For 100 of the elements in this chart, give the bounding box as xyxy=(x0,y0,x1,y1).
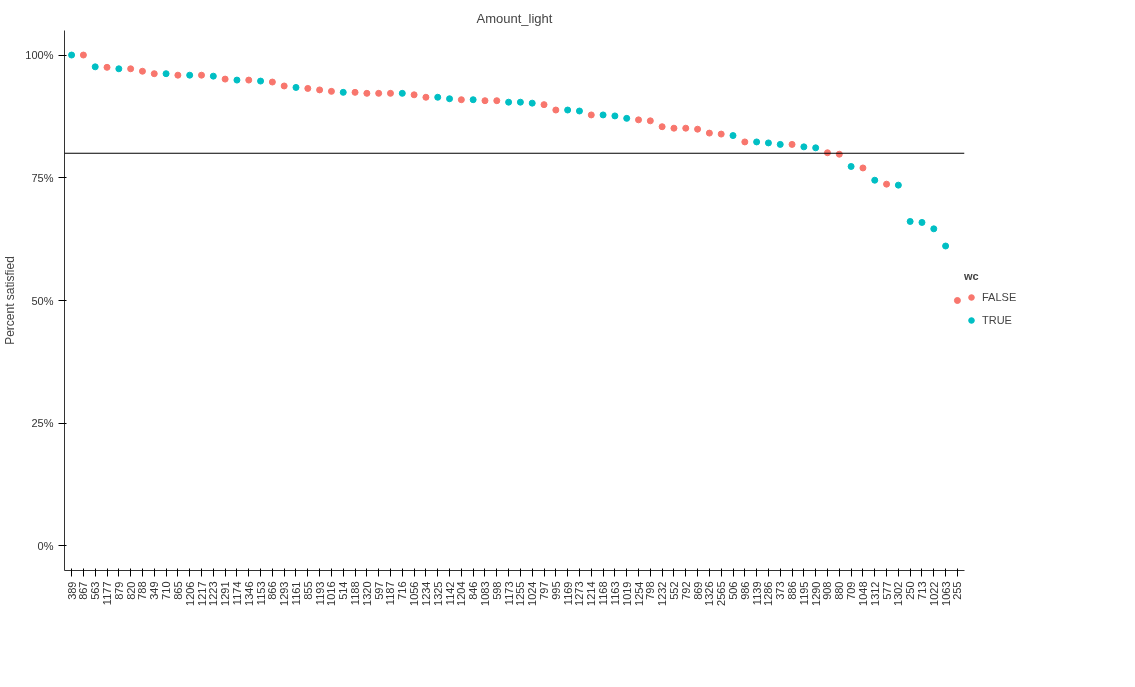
point xyxy=(327,87,335,95)
point xyxy=(859,164,867,172)
point xyxy=(469,96,477,104)
point xyxy=(847,162,855,170)
point xyxy=(670,124,678,132)
point xyxy=(198,71,206,79)
x-tick-label: 1206 xyxy=(183,581,196,606)
point xyxy=(280,82,288,90)
point xyxy=(776,140,784,148)
point xyxy=(386,89,394,97)
x-tick-label: 865 xyxy=(171,581,184,600)
x-tick-label: 820 xyxy=(124,581,137,600)
x-tick-label: 1048 xyxy=(856,581,869,606)
point xyxy=(257,77,265,85)
x-tick-label: 995 xyxy=(549,581,562,600)
x-tick-label: 1056 xyxy=(408,581,421,606)
x-tick-label: 1254 xyxy=(632,581,645,606)
y-tick-label: 75% xyxy=(31,171,54,184)
point xyxy=(221,75,229,83)
point xyxy=(186,71,194,79)
point xyxy=(682,124,690,132)
x-tick-label: 577 xyxy=(880,581,893,600)
point xyxy=(434,93,442,101)
point xyxy=(953,297,961,304)
point xyxy=(127,65,135,73)
x-tick-label: 1016 xyxy=(325,581,338,606)
point xyxy=(422,93,430,101)
point xyxy=(245,76,253,84)
x-tick-label: 788 xyxy=(136,581,149,600)
y-tick-label: 0% xyxy=(37,539,54,552)
point xyxy=(623,114,631,122)
x-tick-label: 1217 xyxy=(195,581,208,606)
point xyxy=(871,176,879,184)
point xyxy=(493,97,501,105)
x-tick-label: 1286 xyxy=(762,581,775,606)
x-tick-label: 389 xyxy=(65,581,78,600)
x-tick-label: 1302 xyxy=(892,581,905,606)
x-tick-label: 1255 xyxy=(514,581,527,606)
x-tick-label: 1153 xyxy=(254,581,267,606)
x-tick-label: 1320 xyxy=(360,581,373,606)
x-tick-label: 797 xyxy=(538,581,551,600)
x-tick-label: 1024 xyxy=(526,581,539,606)
point xyxy=(68,51,76,59)
point xyxy=(316,86,324,94)
point xyxy=(918,218,926,226)
x-tick-label: 1195 xyxy=(797,581,810,606)
x-tick-label: 1204 xyxy=(455,581,468,606)
point xyxy=(930,225,938,233)
x-tick-label: 1273 xyxy=(573,581,586,606)
x-tick-label: 1346 xyxy=(242,581,255,606)
point xyxy=(398,89,406,97)
x-tick-label: 846 xyxy=(467,581,480,600)
point xyxy=(150,70,158,78)
point xyxy=(375,89,383,97)
x-tick-label: 250 xyxy=(904,581,917,600)
x-tick-label: 855 xyxy=(301,581,314,600)
x-tick-label: 1290 xyxy=(809,581,822,606)
x-tick-label: 709 xyxy=(845,581,858,600)
x-tick-label: 867 xyxy=(77,581,90,600)
x-tick-label: 792 xyxy=(679,581,692,600)
point xyxy=(304,84,312,92)
legend-label: TRUE xyxy=(982,314,1012,326)
point xyxy=(575,107,583,115)
point xyxy=(138,67,146,75)
point xyxy=(505,98,513,106)
point xyxy=(788,140,796,148)
point xyxy=(635,116,643,124)
x-tick-label: 1142 xyxy=(443,581,456,606)
x-tick-label: 373 xyxy=(774,581,787,600)
point xyxy=(446,95,454,103)
point xyxy=(599,111,607,119)
point xyxy=(209,72,217,80)
y-tick-label: 100% xyxy=(25,49,54,62)
point xyxy=(528,99,536,107)
point xyxy=(717,130,725,138)
x-tick-label: 713 xyxy=(915,581,928,600)
point xyxy=(753,138,761,146)
x-tick-label: 1168 xyxy=(597,581,610,606)
point xyxy=(705,129,713,137)
point xyxy=(339,88,347,96)
point xyxy=(91,63,99,71)
x-tick-label: 1173 xyxy=(502,581,515,606)
point xyxy=(481,97,489,105)
point xyxy=(741,138,749,146)
point xyxy=(292,83,300,91)
x-tick-label: 798 xyxy=(644,581,657,600)
x-tick-label: 514 xyxy=(337,581,350,600)
point xyxy=(410,91,418,99)
legend-title: wc xyxy=(964,270,980,282)
y-tick-label: 25% xyxy=(31,417,54,430)
point xyxy=(564,106,572,114)
x-tick-label: 879 xyxy=(112,581,125,600)
point xyxy=(729,132,737,140)
x-tick-label: 506 xyxy=(727,581,739,600)
x-tick-label: 1177 xyxy=(101,581,114,606)
point xyxy=(906,217,914,225)
x-tick-label: 255 xyxy=(951,581,964,600)
x-tick-label: 1083 xyxy=(478,581,491,606)
x-tick-label: 869 xyxy=(691,581,704,600)
point xyxy=(351,88,359,96)
